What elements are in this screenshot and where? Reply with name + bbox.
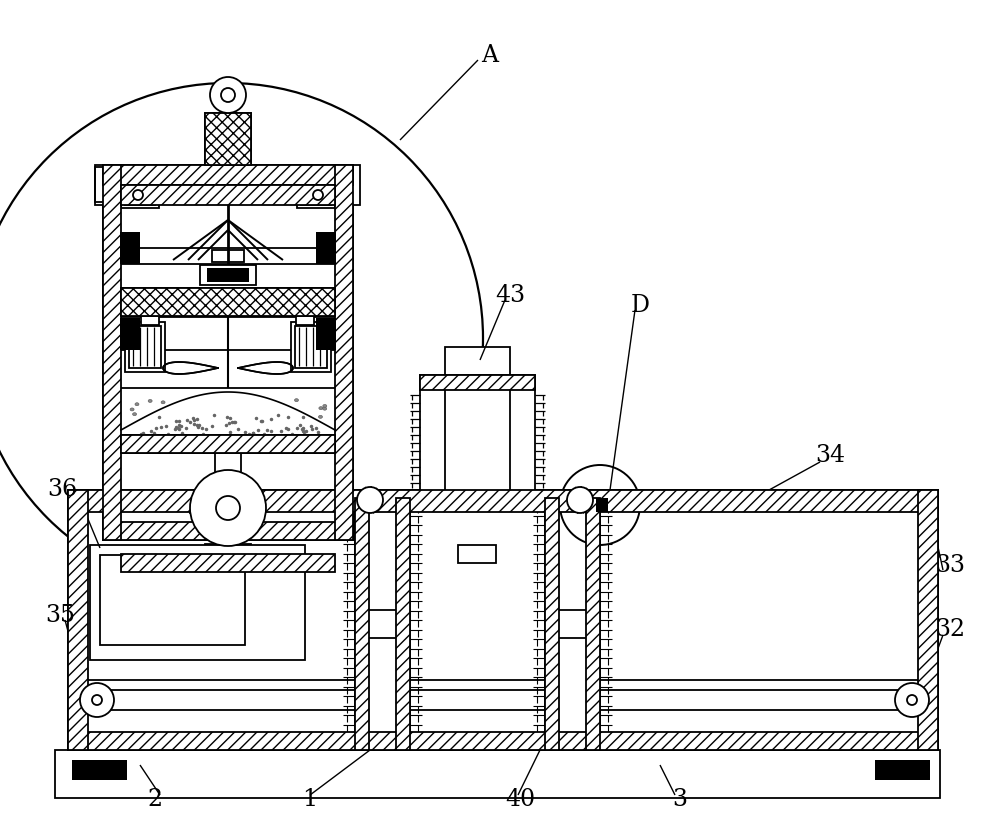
Ellipse shape bbox=[319, 407, 323, 409]
Bar bbox=[218, 163, 238, 171]
Bar bbox=[207, 268, 249, 282]
Circle shape bbox=[221, 88, 235, 102]
Bar bbox=[103, 522, 353, 540]
Text: 32: 32 bbox=[935, 618, 965, 642]
Bar bbox=[200, 265, 256, 285]
Bar bbox=[918, 490, 938, 750]
Bar bbox=[120, 318, 140, 350]
Bar bbox=[297, 170, 335, 208]
Bar bbox=[68, 490, 938, 512]
Bar bbox=[355, 498, 410, 750]
Bar bbox=[212, 250, 244, 262]
Ellipse shape bbox=[130, 408, 134, 411]
Bar bbox=[95, 165, 120, 205]
Bar bbox=[103, 165, 353, 185]
Bar bbox=[335, 165, 353, 540]
Circle shape bbox=[216, 496, 240, 520]
Circle shape bbox=[92, 695, 102, 705]
Bar bbox=[129, 326, 161, 368]
Bar bbox=[596, 498, 608, 512]
Text: 40: 40 bbox=[505, 789, 535, 811]
Bar bbox=[125, 322, 165, 372]
Ellipse shape bbox=[135, 403, 139, 406]
Bar bbox=[103, 165, 353, 540]
Bar bbox=[121, 185, 335, 205]
Circle shape bbox=[0, 83, 483, 593]
Bar bbox=[296, 316, 314, 325]
Ellipse shape bbox=[323, 404, 327, 408]
Ellipse shape bbox=[294, 399, 298, 402]
Bar bbox=[190, 503, 210, 513]
Bar bbox=[68, 732, 938, 750]
Ellipse shape bbox=[318, 415, 322, 419]
Circle shape bbox=[907, 695, 917, 705]
Text: 2: 2 bbox=[147, 789, 163, 811]
Bar bbox=[316, 318, 336, 350]
Bar bbox=[355, 498, 369, 750]
Bar bbox=[103, 165, 121, 540]
Circle shape bbox=[895, 683, 929, 717]
Bar bbox=[121, 435, 335, 453]
Text: D: D bbox=[631, 294, 650, 316]
Ellipse shape bbox=[148, 399, 152, 403]
Bar bbox=[121, 554, 335, 572]
Bar bbox=[301, 173, 331, 205]
Bar bbox=[55, 750, 940, 798]
Ellipse shape bbox=[133, 413, 137, 415]
Bar bbox=[396, 498, 410, 750]
Bar bbox=[141, 316, 159, 325]
Bar bbox=[205, 113, 251, 165]
Ellipse shape bbox=[161, 401, 165, 404]
Bar bbox=[90, 545, 305, 660]
Bar bbox=[205, 113, 251, 165]
Text: A: A bbox=[482, 44, 498, 66]
Text: 34: 34 bbox=[815, 444, 845, 466]
Circle shape bbox=[567, 487, 593, 513]
Bar bbox=[295, 326, 327, 368]
Bar bbox=[68, 490, 88, 750]
Bar bbox=[68, 680, 938, 748]
Bar bbox=[291, 322, 331, 372]
Bar bbox=[445, 347, 510, 375]
Circle shape bbox=[357, 487, 383, 513]
Text: 43: 43 bbox=[495, 284, 525, 306]
Bar bbox=[100, 555, 245, 645]
Circle shape bbox=[190, 470, 266, 546]
Bar bbox=[125, 173, 155, 205]
Bar bbox=[205, 544, 251, 556]
Bar bbox=[120, 232, 140, 264]
Bar bbox=[121, 170, 159, 208]
Bar bbox=[95, 167, 120, 202]
Bar bbox=[550, 610, 594, 638]
Text: 36: 36 bbox=[47, 478, 77, 502]
Circle shape bbox=[313, 190, 323, 200]
Bar bbox=[215, 453, 241, 483]
Circle shape bbox=[133, 190, 143, 200]
Text: 33: 33 bbox=[935, 554, 965, 576]
Text: 1: 1 bbox=[302, 789, 318, 811]
Bar bbox=[335, 165, 360, 205]
Bar bbox=[68, 490, 938, 750]
Bar bbox=[458, 545, 496, 563]
Bar bbox=[875, 760, 930, 780]
Bar bbox=[360, 610, 404, 638]
Bar bbox=[420, 375, 535, 500]
Bar bbox=[545, 498, 600, 750]
Text: 35: 35 bbox=[45, 603, 75, 627]
Bar bbox=[121, 288, 335, 316]
Bar bbox=[88, 512, 918, 732]
Bar bbox=[545, 498, 559, 750]
Bar bbox=[586, 498, 600, 750]
Bar bbox=[72, 760, 127, 780]
Bar bbox=[316, 232, 336, 264]
Bar bbox=[420, 375, 535, 390]
Circle shape bbox=[210, 77, 246, 113]
Circle shape bbox=[80, 683, 114, 717]
Ellipse shape bbox=[323, 407, 327, 410]
Text: 3: 3 bbox=[672, 789, 688, 811]
